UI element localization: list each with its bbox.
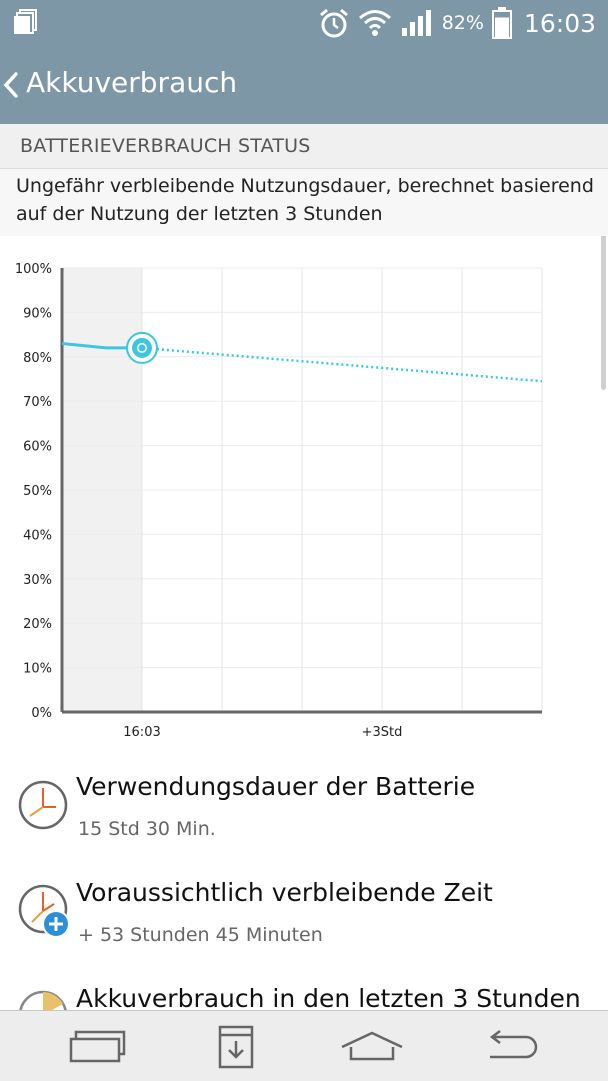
scrollbar[interactable]	[601, 124, 606, 390]
home-icon	[341, 1031, 403, 1061]
x-tick-label: +3Std	[362, 725, 403, 740]
list-item-estimated-remaining[interactable]: Voraussichtlich verbleibende Zeit + 53 S…	[0, 876, 608, 976]
home-button[interactable]	[332, 1023, 412, 1071]
page-title: Akkuverbrauch	[26, 66, 238, 99]
signal-strength-icon	[401, 10, 431, 36]
y-tick-label: 10%	[23, 662, 52, 677]
y-tick-label: 100%	[15, 262, 52, 277]
notification-stack-icon	[14, 9, 37, 34]
back-arrow-icon[interactable]	[0, 68, 24, 102]
forecast-line	[141, 346, 543, 383]
section-header: BATTERIEVERBRAUCH STATUS	[0, 124, 608, 169]
y-tick-label: 0%	[31, 706, 52, 721]
item-title: Verwendungsdauer der Batterie	[76, 772, 476, 801]
recent-apps-button[interactable]	[58, 1023, 138, 1071]
y-tick-label: 60%	[23, 440, 52, 455]
list-item-battery-usage-time[interactable]: Verwendungsdauer der Batterie 15 Std 30 …	[0, 770, 608, 870]
back-button[interactable]	[470, 1023, 550, 1071]
back-icon	[489, 1030, 538, 1059]
y-tick-label: 30%	[23, 573, 52, 588]
wifi-icon	[358, 10, 391, 36]
y-tick-label: 90%	[23, 306, 52, 321]
item-title: Voraussichtlich verbleibende Zeit	[76, 878, 493, 907]
current-point-dot	[138, 344, 146, 352]
y-tick-label: 50%	[23, 484, 52, 499]
x-tick-label: 16:03	[123, 725, 160, 740]
download-icon	[218, 1025, 254, 1069]
section-header-label: BATTERIEVERBRAUCH STATUS	[20, 135, 311, 157]
battery-icon	[491, 7, 512, 39]
download-button[interactable]	[196, 1023, 276, 1071]
y-tick-label: 40%	[23, 528, 52, 543]
section-description: Ungefähr verbleibende Nutzungsdauer, ber…	[0, 169, 608, 236]
y-tick-label: 20%	[23, 617, 52, 632]
alarm-clock-icon	[319, 8, 348, 38]
item-subtitle: + 53 Stunden 45 Minuten	[78, 924, 323, 946]
recent-apps-icon	[69, 1030, 126, 1063]
battery-percent: 82%	[441, 12, 484, 34]
app-bar: Akkuverbrauch	[0, 46, 608, 124]
battery-usage-chart: 100% 90% 80% 70% 60% 50% 40% 30% 20% 10% 0% 16:03 +3…	[15, 262, 543, 740]
y-tick-label: 70%	[23, 395, 52, 410]
clock-plus-icon	[18, 884, 70, 938]
status-bar: 82% 16:03	[0, 0, 608, 46]
section-description-text: Ungefähr verbleibende Nutzungsdauer, ber…	[16, 175, 594, 225]
item-subtitle: 15 Std 30 Min.	[78, 818, 216, 840]
clock-icon	[18, 780, 68, 830]
navigation-bar	[0, 1010, 608, 1081]
item-title: Akkuverbrauch in den letzten 3 Stunden	[76, 984, 581, 1013]
y-tick-label: 80%	[23, 351, 52, 366]
status-time: 16:03	[523, 8, 596, 38]
